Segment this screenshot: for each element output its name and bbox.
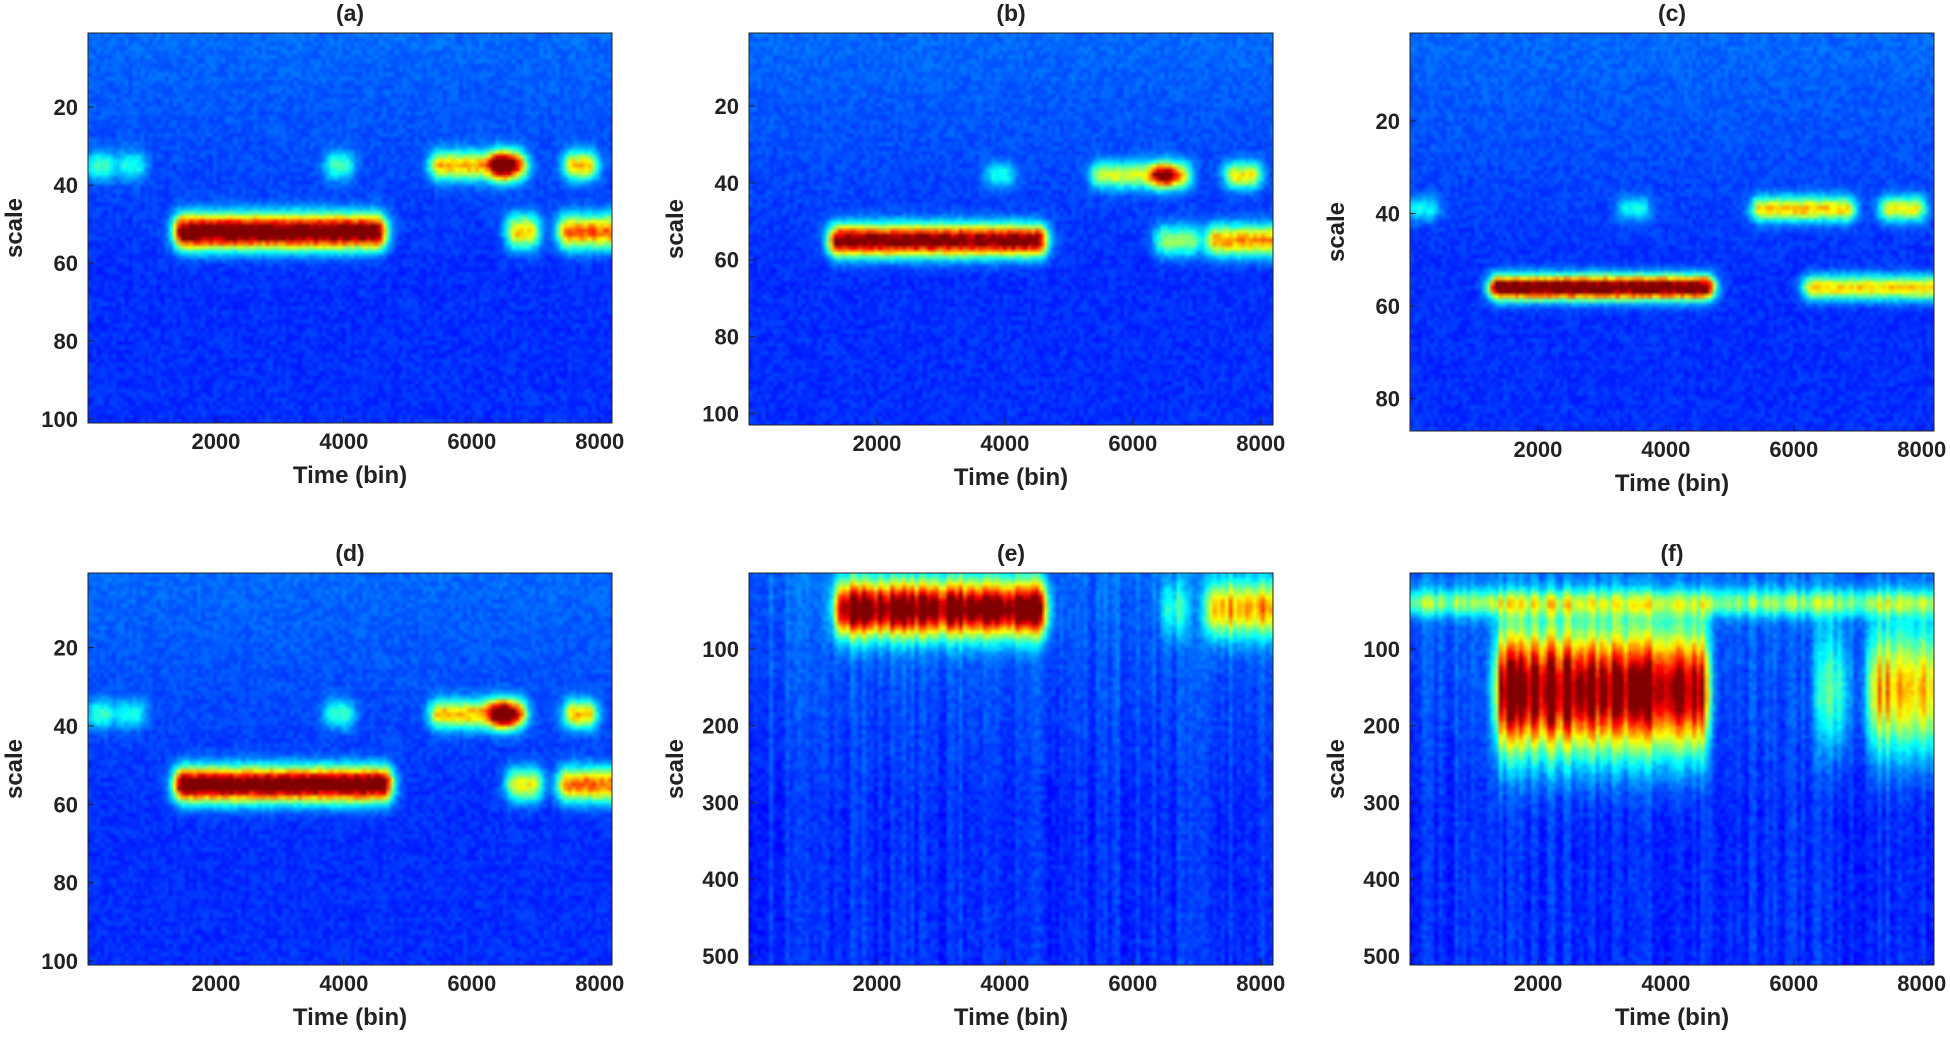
y-tick-label: 500 bbox=[1363, 944, 1400, 969]
y-axis-label: scale bbox=[662, 739, 689, 799]
y-tick-label: 100 bbox=[41, 949, 78, 974]
axes-frame bbox=[87, 572, 613, 966]
y-tick-label: 500 bbox=[702, 944, 739, 969]
panel-title: (e) bbox=[997, 540, 1025, 566]
y-tick-label: 100 bbox=[41, 407, 78, 432]
y-tick-label: 60 bbox=[54, 251, 78, 276]
x-axis-label: Time (bin) bbox=[954, 1004, 1068, 1031]
y-tick-label: 80 bbox=[715, 325, 739, 350]
y-axis-label: scale bbox=[1, 739, 28, 799]
y-tick-label: 60 bbox=[715, 248, 739, 273]
x-tick-label: 8000 bbox=[1236, 431, 1285, 456]
heatmap-image bbox=[749, 33, 1273, 425]
y-tick-label: 40 bbox=[54, 173, 78, 198]
x-tick-label: 4000 bbox=[1641, 971, 1690, 996]
x-axis-label: Time (bin) bbox=[293, 1004, 407, 1031]
x-tick-label: 6000 bbox=[447, 971, 496, 996]
y-tick-label: 80 bbox=[54, 871, 78, 896]
y-tick-label: 100 bbox=[1363, 637, 1400, 662]
axes-frame bbox=[748, 572, 1274, 966]
y-tick-label: 60 bbox=[1376, 294, 1400, 319]
panel-title: (a) bbox=[336, 0, 364, 26]
x-tick-label: 4000 bbox=[980, 431, 1029, 456]
heatmap-image bbox=[88, 573, 612, 965]
panel-title: (f) bbox=[1661, 540, 1684, 566]
x-tick-label: 6000 bbox=[447, 429, 496, 454]
x-tick-label: 4000 bbox=[319, 429, 368, 454]
panel-d: (d) 2000 4000 6000 8000 20 40 60 80 100 Time (bin)… bbox=[1, 540, 624, 1031]
y-tick-label: 100 bbox=[702, 637, 739, 662]
y-tick-label: 200 bbox=[702, 714, 739, 739]
x-tick-label: 2000 bbox=[191, 971, 240, 996]
x-tick-label: 6000 bbox=[1108, 431, 1157, 456]
y-tick-label: 60 bbox=[54, 792, 78, 817]
y-tick-label: 300 bbox=[1363, 790, 1400, 815]
y-axis-label: scale bbox=[1, 198, 28, 258]
panel-e: (e) 2000 4000 6000 8000 100 200 300 400 500 Time (… bbox=[662, 540, 1285, 1031]
heatmap-image bbox=[88, 33, 612, 423]
panel-f: (f) 2000 4000 6000 8000 100 200 300 400 500 Time (… bbox=[1323, 540, 1946, 1031]
x-tick-label: 2000 bbox=[1513, 437, 1562, 462]
heatmap-image bbox=[1410, 573, 1934, 965]
x-axis-label: Time (bin) bbox=[1615, 1004, 1729, 1031]
x-tick-label: 8000 bbox=[1897, 437, 1946, 462]
panel-title: (b) bbox=[996, 0, 1025, 26]
y-tick-label: 20 bbox=[1376, 109, 1400, 134]
x-tick-label: 2000 bbox=[852, 971, 901, 996]
y-tick-label: 300 bbox=[702, 790, 739, 815]
axes-frame bbox=[748, 32, 1274, 426]
panel-title: (d) bbox=[335, 540, 364, 566]
x-tick-label: 4000 bbox=[980, 971, 1029, 996]
y-tick-label: 40 bbox=[54, 714, 78, 739]
axes-frame bbox=[1409, 572, 1935, 966]
panel-a: (a) 2000 4000 6000 8000 20 40 60 80 100 Time (bin)… bbox=[1, 0, 624, 489]
x-tick-label: 8000 bbox=[1897, 971, 1946, 996]
y-tick-label: 100 bbox=[702, 401, 739, 426]
y-tick-label: 20 bbox=[54, 635, 78, 660]
x-axis-label: Time (bin) bbox=[293, 462, 407, 489]
y-axis-label: scale bbox=[1323, 739, 1350, 799]
y-tick-label: 200 bbox=[1363, 714, 1400, 739]
x-tick-label: 6000 bbox=[1108, 971, 1157, 996]
x-tick-label: 2000 bbox=[852, 431, 901, 456]
x-tick-label: 4000 bbox=[319, 971, 368, 996]
x-tick-label: 6000 bbox=[1769, 437, 1818, 462]
x-tick-label: 8000 bbox=[1236, 971, 1285, 996]
y-tick-label: 40 bbox=[1376, 201, 1400, 226]
x-tick-label: 8000 bbox=[575, 971, 624, 996]
panel-title: (c) bbox=[1658, 0, 1686, 26]
x-axis-label: Time (bin) bbox=[954, 464, 1068, 491]
x-tick-label: 2000 bbox=[1513, 971, 1562, 996]
y-tick-label: 80 bbox=[54, 329, 78, 354]
x-tick-label: 6000 bbox=[1769, 971, 1818, 996]
y-tick-label: 20 bbox=[715, 94, 739, 119]
panel-b: (b) 2000 4000 6000 8000 20 40 60 80 100 Time (bin)… bbox=[662, 0, 1285, 491]
y-tick-label: 80 bbox=[1376, 387, 1400, 412]
axes-frame bbox=[1409, 32, 1935, 432]
y-tick-label: 400 bbox=[702, 867, 739, 892]
y-axis-label: scale bbox=[1323, 202, 1350, 262]
x-tick-label: 4000 bbox=[1641, 437, 1690, 462]
x-tick-label: 8000 bbox=[575, 429, 624, 454]
heatmap-image bbox=[1410, 33, 1934, 431]
y-tick-label: 40 bbox=[715, 171, 739, 196]
axes-frame bbox=[87, 32, 613, 424]
heatmap-image bbox=[749, 573, 1273, 965]
panel-c: (c) 2000 4000 6000 8000 20 40 60 80 Time (bin) sca… bbox=[1323, 0, 1946, 497]
x-axis-label: Time (bin) bbox=[1615, 470, 1729, 497]
y-axis-label: scale bbox=[662, 199, 689, 259]
y-tick-label: 400 bbox=[1363, 867, 1400, 892]
x-tick-label: 2000 bbox=[191, 429, 240, 454]
y-tick-label: 20 bbox=[54, 95, 78, 120]
